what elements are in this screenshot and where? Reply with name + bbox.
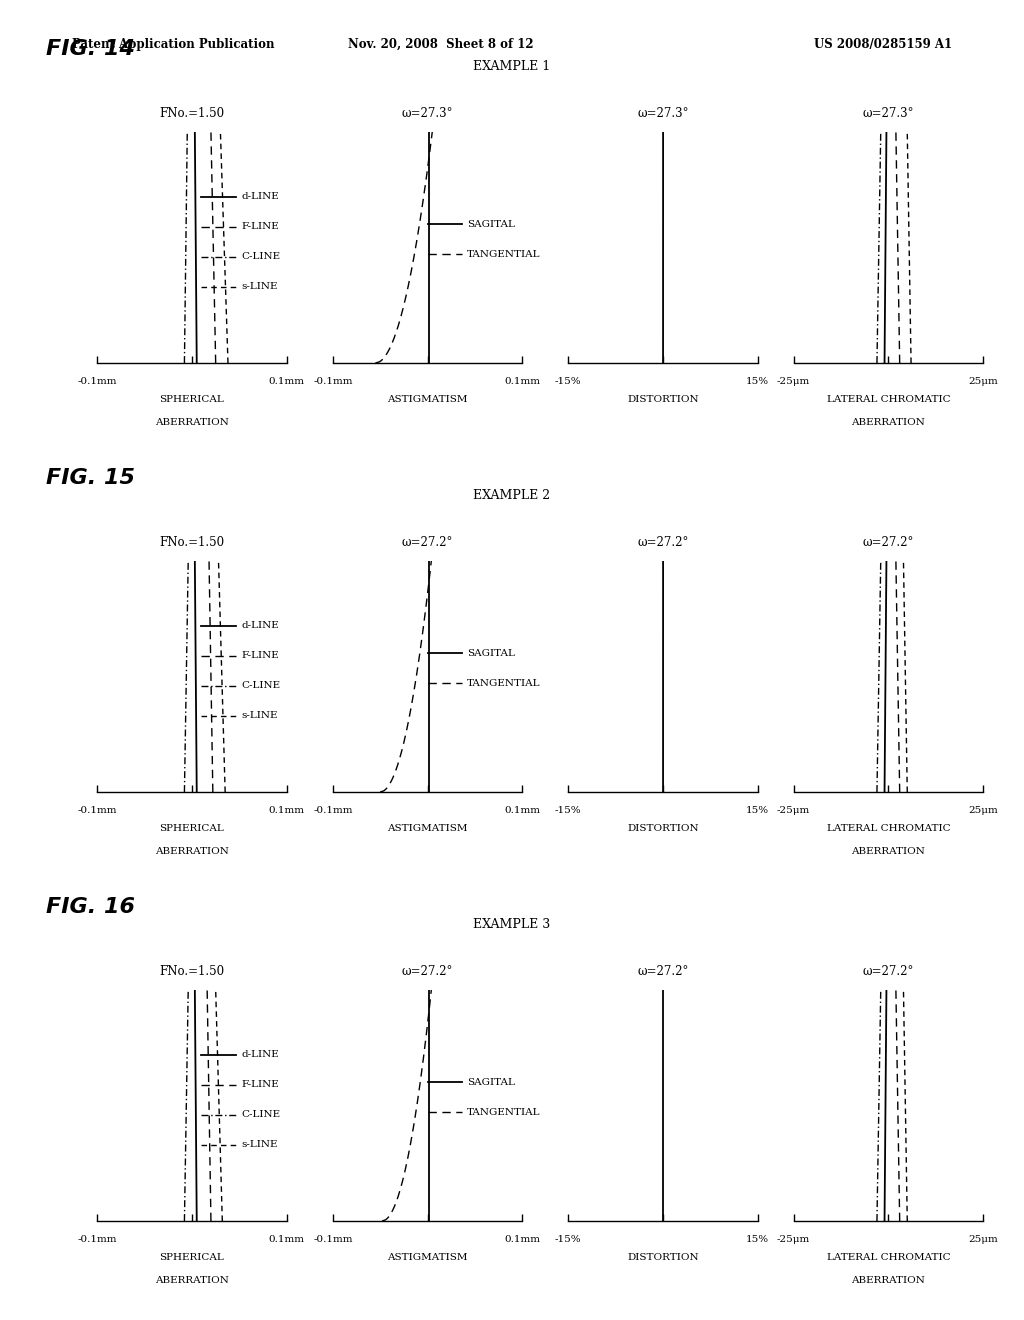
Text: F-LINE: F-LINE (242, 651, 279, 660)
Text: FIG. 14: FIG. 14 (46, 40, 135, 59)
Text: ASTIGMATISM: ASTIGMATISM (387, 396, 468, 404)
Text: ABERRATION: ABERRATION (851, 1276, 926, 1286)
Text: d-LINE: d-LINE (242, 193, 279, 201)
Text: LATERAL CHROMATIC: LATERAL CHROMATIC (826, 396, 950, 404)
Text: -25μm: -25μm (777, 378, 810, 385)
Text: ω=27.2°: ω=27.2° (862, 536, 914, 549)
Text: 25μm: 25μm (968, 378, 998, 385)
Text: DISTORTION: DISTORTION (628, 396, 698, 404)
Text: ABERRATION: ABERRATION (155, 1276, 229, 1286)
Text: EXAMPLE 2: EXAMPLE 2 (473, 488, 551, 502)
Text: Patent Application Publication: Patent Application Publication (72, 38, 274, 51)
Text: 0.1mm: 0.1mm (268, 1236, 305, 1243)
Text: TANGENTIAL: TANGENTIAL (467, 678, 541, 688)
Text: -25μm: -25μm (777, 805, 810, 814)
Text: F-LINE: F-LINE (242, 1080, 279, 1089)
Text: 0.1mm: 0.1mm (268, 378, 305, 385)
Text: ASTIGMATISM: ASTIGMATISM (387, 824, 468, 833)
Text: -15%: -15% (555, 378, 582, 385)
Text: -0.1mm: -0.1mm (78, 1236, 117, 1243)
Text: FNo.=1.50: FNo.=1.50 (160, 107, 224, 120)
Text: ω=27.2°: ω=27.2° (637, 965, 689, 978)
Text: 25μm: 25μm (968, 805, 998, 814)
Text: s-LINE: s-LINE (242, 1140, 278, 1150)
Text: FNo.=1.50: FNo.=1.50 (160, 536, 224, 549)
Text: 0.1mm: 0.1mm (504, 805, 541, 814)
Text: -0.1mm: -0.1mm (78, 805, 117, 814)
Text: FIG. 16: FIG. 16 (46, 898, 135, 917)
Text: C-LINE: C-LINE (242, 681, 281, 690)
Text: 0.1mm: 0.1mm (504, 1236, 541, 1243)
Text: FNo.=1.50: FNo.=1.50 (160, 965, 224, 978)
Text: -25μm: -25μm (777, 1236, 810, 1243)
Text: SAGITAL: SAGITAL (467, 649, 515, 657)
Text: -15%: -15% (555, 805, 582, 814)
Text: ω=27.3°: ω=27.3° (401, 107, 454, 120)
Text: ω=27.3°: ω=27.3° (637, 107, 689, 120)
Text: -15%: -15% (555, 1236, 582, 1243)
Text: ABERRATION: ABERRATION (155, 847, 229, 857)
Text: ABERRATION: ABERRATION (851, 847, 926, 857)
Text: SAGITAL: SAGITAL (467, 220, 515, 228)
Text: 0.1mm: 0.1mm (268, 805, 305, 814)
Text: SPHERICAL: SPHERICAL (160, 824, 224, 833)
Text: ω=27.2°: ω=27.2° (401, 536, 454, 549)
Text: d-LINE: d-LINE (242, 1051, 279, 1059)
Text: LATERAL CHROMATIC: LATERAL CHROMATIC (826, 824, 950, 833)
Text: C-LINE: C-LINE (242, 1110, 281, 1119)
Text: -0.1mm: -0.1mm (78, 378, 117, 385)
Text: SPHERICAL: SPHERICAL (160, 396, 224, 404)
Text: 15%: 15% (746, 1236, 769, 1243)
Text: C-LINE: C-LINE (242, 252, 281, 261)
Text: DISTORTION: DISTORTION (628, 824, 698, 833)
Text: 0.1mm: 0.1mm (504, 378, 541, 385)
Text: 15%: 15% (746, 378, 769, 385)
Text: -0.1mm: -0.1mm (313, 1236, 352, 1243)
Text: 15%: 15% (746, 805, 769, 814)
Text: ω=27.2°: ω=27.2° (637, 536, 689, 549)
Text: ω=27.2°: ω=27.2° (862, 965, 914, 978)
Text: d-LINE: d-LINE (242, 622, 279, 630)
Text: EXAMPLE 1: EXAMPLE 1 (473, 59, 551, 73)
Text: s-LINE: s-LINE (242, 282, 278, 292)
Text: TANGENTIAL: TANGENTIAL (467, 1107, 541, 1117)
Text: SAGITAL: SAGITAL (467, 1078, 515, 1086)
Text: -0.1mm: -0.1mm (313, 378, 352, 385)
Text: SPHERICAL: SPHERICAL (160, 1254, 224, 1262)
Text: LATERAL CHROMATIC: LATERAL CHROMATIC (826, 1254, 950, 1262)
Text: EXAMPLE 3: EXAMPLE 3 (473, 917, 551, 931)
Text: ω=27.3°: ω=27.3° (862, 107, 914, 120)
Text: ω=27.2°: ω=27.2° (401, 965, 454, 978)
Text: s-LINE: s-LINE (242, 711, 278, 721)
Text: TANGENTIAL: TANGENTIAL (467, 249, 541, 259)
Text: Nov. 20, 2008  Sheet 8 of 12: Nov. 20, 2008 Sheet 8 of 12 (347, 38, 534, 51)
Text: FIG. 15: FIG. 15 (46, 469, 135, 488)
Text: ABERRATION: ABERRATION (155, 418, 229, 428)
Text: US 2008/0285159 A1: US 2008/0285159 A1 (814, 38, 952, 51)
Text: -0.1mm: -0.1mm (313, 805, 352, 814)
Text: DISTORTION: DISTORTION (628, 1254, 698, 1262)
Text: F-LINE: F-LINE (242, 222, 279, 231)
Text: 25μm: 25μm (968, 1236, 998, 1243)
Text: ASTIGMATISM: ASTIGMATISM (387, 1254, 468, 1262)
Text: ABERRATION: ABERRATION (851, 418, 926, 428)
